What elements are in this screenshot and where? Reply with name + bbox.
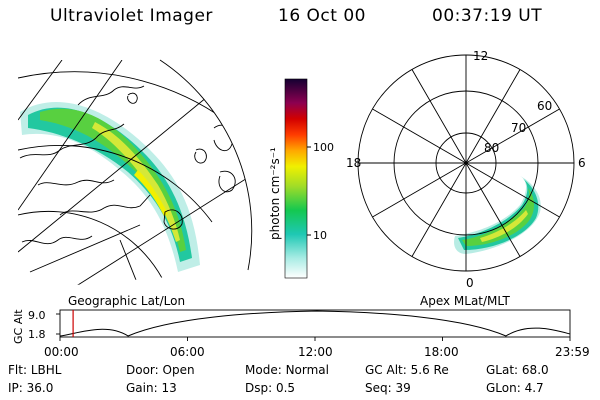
info-value: 68.0 [521,363,549,377]
mlt-label-0: 0 [466,276,474,290]
polar-caption: Apex MLat/MLT [420,294,510,308]
header-date: 16 Oct 00 [278,6,366,26]
altitude-curve [59,310,571,337]
info-key: GLon: [486,381,521,395]
timeline-ytick: 9.0 [28,309,46,322]
info-key: GC Alt: [365,363,407,377]
info-glon: GLon: 4.7 [486,381,544,395]
mlt-label-18: 18 [346,156,361,170]
altitude-timeline: 9.0 1.8 GC Alt 00:00 06:00 12:00 18:00 2… [12,309,590,359]
info-value: 13 [161,381,177,395]
polar-plot: 12 18 6 0 60 70 80 [346,49,586,290]
info-seq: Seq: 39 [365,381,411,395]
info-value: 39 [395,381,411,395]
info-value: 5.6 Re [410,363,449,377]
info-value: 0.5 [275,381,296,395]
timeline-frame [59,309,571,338]
info-gain: Gain: 13 [126,381,177,395]
timeline-xtick: 00:00 [44,345,79,359]
timeline-ytick: 1.8 [28,328,46,341]
info-value: Normal [285,363,329,377]
info-key: Dsp: [245,381,273,395]
colorbar-tick-label: 10 [313,229,327,242]
header-time: 00:37:19 UT [432,6,543,26]
info-ip: IP: 36.0 [8,381,53,395]
mlt-label-6: 6 [578,156,586,170]
colorbar-unit-label: photon cm⁻²s⁻¹ [268,147,282,240]
mlt-label-12: 12 [473,49,488,63]
info-key: Seq: [365,381,392,395]
info-key: IP: [8,381,23,395]
map-grid [18,60,252,290]
aurora-oval-polar [454,176,541,254]
polar-grid [357,54,575,272]
info-key: GLat: [486,363,519,377]
lat-label-80: 80 [484,141,499,155]
geographic-caption: Geographic Lat/Lon [68,294,185,308]
colorbar-tick-label: 100 [313,141,334,154]
timeline-xtick: 12:00 [298,345,333,359]
colorbar [284,78,308,279]
info-gc-alt: GC Alt: 5.6 Re [365,363,449,377]
info-door: Door: Open [126,363,195,377]
info-value: 4.7 [524,381,544,395]
info-mode: Mode: Normal [245,363,329,377]
info-value: LBHL [30,363,62,377]
info-value: Open [162,363,195,377]
lat-label-60: 60 [537,99,552,113]
aurora-oval-geographic [20,102,200,272]
info-key: Flt: [8,363,27,377]
timeline-xtick: 06:00 [170,345,205,359]
info-key: Door: [126,363,159,377]
geographic-map-border [159,59,253,271]
info-key: Mode: [245,363,282,377]
timeline-xtick: 23:59 [555,345,590,359]
info-glat: GLat: 68.0 [486,363,549,377]
info-value: 36.0 [26,381,54,395]
geographic-map [18,60,252,290]
timeline-ticks [56,313,571,341]
info-dsp: Dsp: 0.5 [245,381,295,395]
info-key: Gain: [126,381,158,395]
timeline-xtick: 18:00 [424,345,459,359]
lat-label-70: 70 [511,121,526,135]
timeline-ylabel: GC Alt [12,309,25,344]
page-title: Ultraviolet Imager [50,6,213,26]
info-flt: Flt: LBHL [8,363,61,377]
